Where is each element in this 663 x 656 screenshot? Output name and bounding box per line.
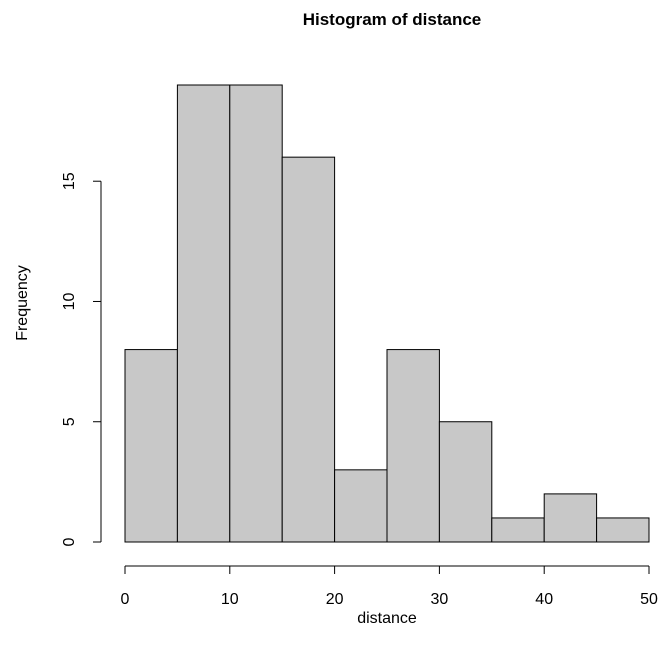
histogram-bar-1: [176, 84, 231, 543]
y-tick-label: 0: [61, 537, 78, 546]
chart-title: Histogram of distance: [303, 10, 482, 29]
histogram-bar-4: [334, 469, 388, 543]
histogram-bar-8: [543, 493, 598, 543]
y-tick-label: 5: [61, 417, 78, 426]
x-tick-label: 50: [640, 591, 658, 608]
x-tick-label: 0: [121, 591, 130, 608]
y-axis: 0 5 10 15: [61, 172, 102, 546]
y-tick-label: 10: [61, 292, 78, 310]
x-axis-label: distance: [357, 610, 417, 627]
x-tick-label: 30: [431, 591, 449, 608]
x-tick-label: 40: [535, 591, 553, 608]
y-axis-label: Frequency: [14, 265, 31, 341]
x-tick-label: 10: [221, 591, 239, 608]
histogram-bar-6: [438, 421, 493, 543]
histogram-bar-2: [229, 84, 283, 543]
histogram-bar-9: [596, 517, 650, 543]
x-axis: 0 10 20 30 40 50: [121, 565, 658, 608]
histogram-bar-5: [386, 349, 440, 543]
histogram-bar-0: [124, 349, 178, 543]
bars-group: [124, 84, 650, 543]
histogram-bar-7: [491, 517, 545, 543]
y-tick-label: 15: [61, 172, 78, 190]
x-tick-label: 20: [326, 591, 344, 608]
histogram-bar-3: [281, 156, 336, 543]
